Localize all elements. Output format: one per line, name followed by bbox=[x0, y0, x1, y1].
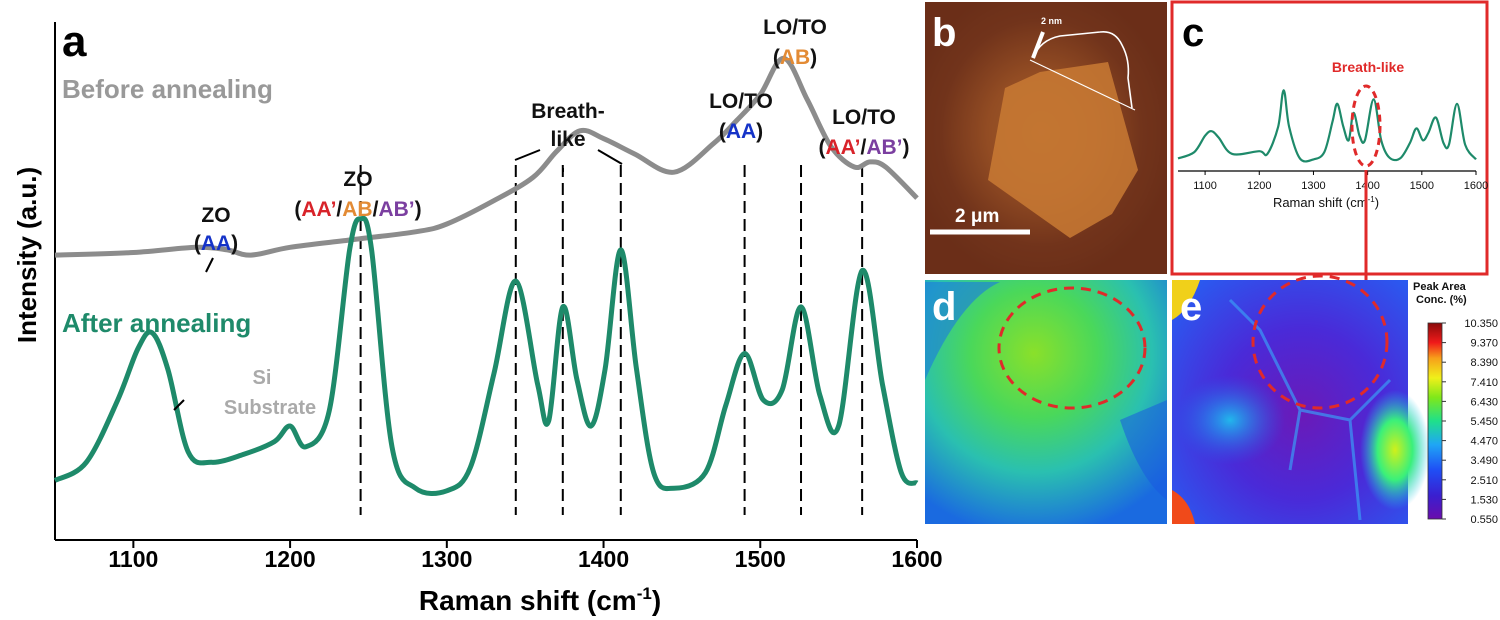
panel-c-frame bbox=[1170, 0, 1489, 276]
colorbar-ticks: 10.350 9.370 8.390 7.410 6.430 5.450 4.470 3.49… bbox=[1442, 318, 1498, 526]
colorbar-tick-label: 0.550 bbox=[1470, 514, 1498, 526]
x-tick-label: 1100 bbox=[108, 546, 158, 572]
x-tick-label: 1500 bbox=[735, 546, 786, 572]
colorbar-tick-label: 3.490 bbox=[1470, 455, 1498, 467]
label-before-annealing: Before annealing bbox=[62, 74, 273, 104]
x-tick-label: 1200 bbox=[265, 546, 316, 572]
map-e-hot-corner bbox=[1172, 490, 1195, 524]
ann-zo-mix-title: ZO bbox=[343, 168, 372, 191]
y-axis-label: Intensity (a.u.) bbox=[12, 167, 42, 343]
label-after-annealing: After annealing bbox=[62, 308, 251, 338]
ann-loto-aa-title: LO/TO bbox=[709, 90, 773, 113]
ann-breath-2: like bbox=[550, 128, 585, 151]
afm-height-label: 2 nm bbox=[1041, 16, 1062, 26]
x-tick-label: 1300 bbox=[421, 546, 472, 572]
ann-zo-aa-title: ZO bbox=[201, 204, 230, 227]
map-e-grain-lines bbox=[1228, 298, 1392, 521]
colorbar-title-1: Peak Area bbox=[1413, 281, 1467, 293]
afm-height-bar bbox=[1031, 31, 1045, 59]
afm-height-profile bbox=[1032, 30, 1133, 109]
map-d-blue-region-2 bbox=[1120, 400, 1167, 500]
c-x-tick-label: 1300 bbox=[1301, 180, 1325, 192]
map-e-hot-corner-2 bbox=[1172, 280, 1200, 320]
c-breath-ellipse bbox=[1350, 84, 1382, 168]
c-x-tick-label: 1600 bbox=[1464, 180, 1488, 192]
peak-dashed-lines bbox=[359, 165, 864, 515]
ann-loto-mix-sub: (AA’/AB’) bbox=[818, 136, 909, 159]
ann-loto-ab-title: LO/TO bbox=[763, 16, 827, 39]
x-tick-marks bbox=[132, 540, 918, 548]
c-x-tick-label: 1200 bbox=[1247, 180, 1271, 192]
label-substrate: Substrate bbox=[224, 397, 316, 419]
map-d-circle bbox=[997, 286, 1147, 410]
afm-flake bbox=[988, 62, 1138, 238]
colorbar-tick-label: 8.390 bbox=[1470, 357, 1498, 369]
colorbar-tick-label: 2.510 bbox=[1470, 475, 1498, 487]
c-x-tick-label: 1400 bbox=[1355, 180, 1379, 192]
colorbar-title-2: Conc. (%) bbox=[1416, 294, 1467, 306]
c-tick-labels: 1100 1200 1300 1400 1500 1600 bbox=[1193, 180, 1488, 192]
map-d bbox=[925, 280, 1167, 524]
panel-label-e: e bbox=[1180, 285, 1202, 329]
ann-loto-mix-title: LO/TO bbox=[832, 106, 896, 129]
colorbar-tick-label: 5.450 bbox=[1470, 416, 1498, 428]
scale-bar-label: 2 μm bbox=[955, 206, 999, 227]
x-tick-label: 1400 bbox=[578, 546, 629, 572]
ann-breath-1: Breath- bbox=[531, 100, 605, 123]
label-si: Si bbox=[253, 367, 272, 389]
panel-a: 1100 1200 1300 1400 1500 1600 a Intensity (a.… bbox=[12, 16, 943, 616]
ann-loto-ab-sub: (AB) bbox=[773, 46, 817, 69]
zo-aa-pointer bbox=[205, 257, 214, 273]
panel-d: d bbox=[925, 280, 1167, 524]
c-breath-label: Breath-like bbox=[1332, 59, 1405, 75]
panel-b: 2 nm 2 μm b bbox=[925, 2, 1167, 274]
map-e-cyan-spot bbox=[1175, 375, 1285, 465]
panel-label-c: c bbox=[1182, 11, 1204, 55]
c-tick-marks bbox=[1204, 171, 1477, 175]
map-e-green-spot bbox=[1360, 390, 1430, 510]
colorbar-tick-label: 7.410 bbox=[1470, 377, 1498, 389]
ann-loto-aa-sub: (AA) bbox=[719, 120, 763, 143]
ann-zo-mix-sub: (AA’/AB/AB’) bbox=[294, 198, 421, 221]
colorbar-tick-label: 1.530 bbox=[1470, 494, 1498, 506]
series-after-annealing bbox=[53, 215, 919, 497]
panel-e: e bbox=[1172, 274, 1430, 524]
panel-label-d: d bbox=[932, 285, 956, 329]
colorbar-tick-label: 10.350 bbox=[1464, 318, 1498, 330]
x-tick-label: 1600 bbox=[891, 546, 942, 572]
x-axis-label: Raman shift (cm-1) bbox=[419, 584, 661, 616]
colorbar-gradient bbox=[1427, 322, 1443, 520]
panel-label-a: a bbox=[62, 17, 87, 66]
x-tick-labels: 1100 1200 1300 1400 1500 1600 bbox=[108, 546, 942, 572]
colorbar-tick-label: 4.470 bbox=[1470, 436, 1498, 448]
map-e-circle bbox=[1251, 274, 1389, 410]
c-x-tick-label: 1500 bbox=[1410, 180, 1434, 192]
c-x-tick-label: 1100 bbox=[1193, 180, 1217, 192]
c-series bbox=[1177, 89, 1477, 163]
colorbar: Peak Area Conc. (%) 10.350 9.370 8.390 7.41… bbox=[1413, 281, 1498, 526]
panel-label-b: b bbox=[932, 11, 956, 55]
afm-profile-line bbox=[1029, 59, 1136, 111]
colorbar-tick-label: 9.370 bbox=[1470, 338, 1498, 350]
panel-c: 1100 1200 1300 1400 1500 1600 Breath-like Ram… bbox=[1170, 0, 1489, 298]
colorbar-tick-label: 6.430 bbox=[1470, 396, 1498, 408]
c-x-axis-label: Raman shift (cm-1) bbox=[1273, 195, 1379, 210]
breath-bracket bbox=[514, 149, 623, 172]
map-d-blue-region bbox=[925, 282, 1000, 380]
series-before-annealing bbox=[54, 55, 919, 258]
ann-zo-aa-sub: (AA) bbox=[194, 232, 238, 255]
si-pointer bbox=[173, 399, 185, 411]
